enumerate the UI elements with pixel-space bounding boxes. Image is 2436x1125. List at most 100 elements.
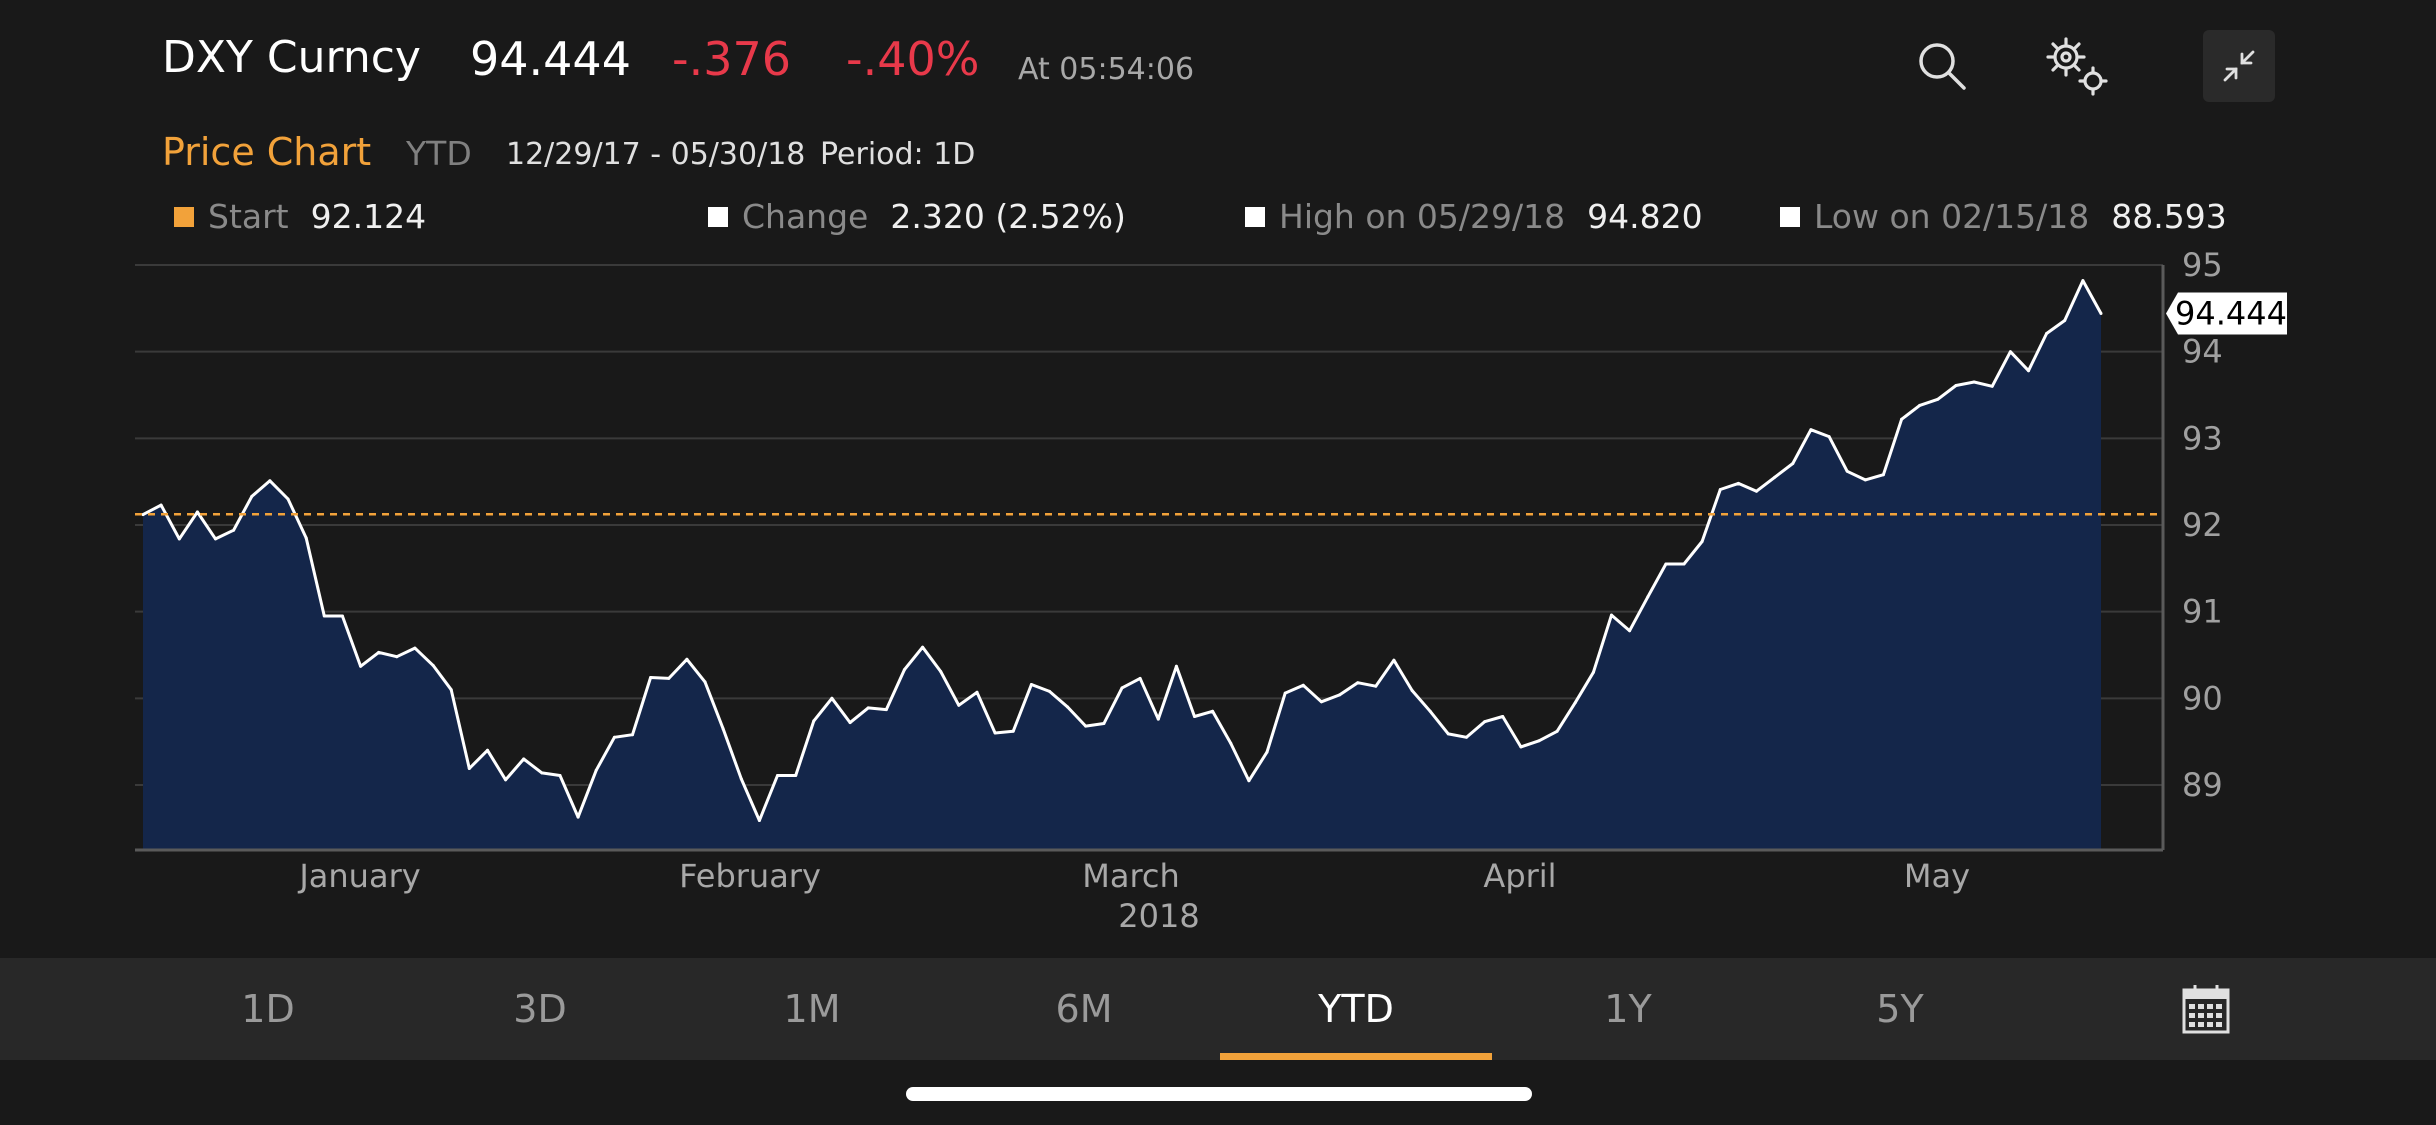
data-point <box>649 676 653 679</box>
data-point <box>739 777 743 781</box>
data-point <box>1646 595 1650 599</box>
data-point <box>1918 403 1922 407</box>
data-point <box>322 614 326 618</box>
data-point <box>1610 613 1613 617</box>
data-point <box>268 479 272 483</box>
data-point <box>1936 397 1940 401</box>
data-point <box>1990 384 1994 388</box>
price-chart[interactable]: 89 90 91 92 93 94 95 January February March April M… <box>0 0 2436 950</box>
period-tab-bar: 1D 3D 1M 6M YTD 1Y 5Y <box>0 958 2436 1060</box>
low-swatch <box>1780 206 1800 227</box>
data-point <box>286 497 290 501</box>
price-change: -.376 <box>672 32 792 86</box>
y-tick-label: 94 <box>2182 333 2223 371</box>
settings-button[interactable] <box>2036 30 2116 102</box>
y-tick-label: 92 <box>2182 506 2223 544</box>
data-point <box>1591 670 1595 674</box>
data-point <box>1029 683 1033 686</box>
data-point <box>866 706 870 710</box>
stat-low: Low on 02/15/18 88.593 <box>1780 197 2227 236</box>
data-point <box>975 690 979 694</box>
stat-start: Start 92.124 <box>174 197 426 236</box>
data-point <box>1120 686 1124 690</box>
data-point <box>1954 384 1958 387</box>
minimize-button[interactable] <box>2203 30 2275 102</box>
data-point <box>1011 729 1015 733</box>
data-point <box>2045 332 2049 335</box>
search-button[interactable] <box>1906 30 1978 102</box>
data-point <box>1193 715 1196 718</box>
y-tick-label: 91 <box>2182 593 2223 631</box>
data-point <box>921 645 925 649</box>
data-point <box>1501 715 1505 718</box>
data-point <box>1537 739 1541 743</box>
data-point <box>2008 350 2012 354</box>
data-point <box>1319 700 1323 704</box>
data-point <box>1338 693 1342 697</box>
data-point <box>848 721 852 725</box>
data-point <box>1863 478 1867 482</box>
data-point <box>159 503 163 507</box>
tab-5y[interactable]: 5Y <box>1876 987 1924 1031</box>
x-tick-label: April <box>1483 857 1556 895</box>
data-point <box>1283 691 1287 695</box>
data-point <box>1211 709 1215 713</box>
data-point <box>1410 689 1414 692</box>
data-point <box>939 670 943 673</box>
stat-value: 92.124 <box>310 197 427 236</box>
data-point <box>522 757 526 761</box>
data-point <box>413 646 417 650</box>
stat-value: 2.320 (2.52%) <box>890 197 1126 236</box>
data-point <box>1247 779 1251 783</box>
chart-title: Price Chart <box>162 130 372 174</box>
data-point <box>667 676 671 680</box>
tab-1d[interactable]: 1D <box>241 987 295 1031</box>
home-indicator[interactable] <box>906 1087 1532 1101</box>
data-point <box>2027 369 2030 373</box>
last-value-label: 94.444 <box>2175 295 2287 333</box>
stat-value: 94.820 <box>1587 197 1703 236</box>
start-swatch <box>174 206 194 227</box>
data-point <box>757 819 761 822</box>
tab-1m[interactable]: 1M <box>783 987 841 1031</box>
stat-label: Start <box>208 197 289 236</box>
data-point <box>1066 705 1070 709</box>
data-point <box>1827 435 1831 439</box>
tab-3d[interactable]: 3D <box>513 987 567 1031</box>
data-point <box>377 650 381 654</box>
data-point <box>304 536 308 540</box>
change-swatch <box>708 206 728 227</box>
x-tick-label: February <box>679 857 821 895</box>
data-point <box>1156 717 1160 721</box>
data-point <box>1972 380 1976 384</box>
data-point <box>576 815 580 819</box>
data-point <box>395 655 399 659</box>
data-point <box>359 664 363 668</box>
y-tick-label: 93 <box>2182 419 2223 457</box>
data-point <box>1628 629 1632 633</box>
data-point <box>993 731 997 735</box>
date-range: 12/29/17 - 05/30/18 <box>506 137 806 172</box>
data-point <box>2063 319 2067 322</box>
gears-icon <box>2046 37 2108 96</box>
data-point <box>812 719 816 723</box>
tab-6m[interactable]: 6M <box>1055 987 1113 1031</box>
ticker-symbol: DXY Curncy <box>162 32 421 83</box>
data-point <box>340 614 344 618</box>
data-point <box>1845 469 1849 473</box>
data-point <box>703 680 707 684</box>
data-point <box>540 771 544 775</box>
calendar-button[interactable] <box>2136 958 2276 1060</box>
tab-1y[interactable]: 1Y <box>1604 987 1652 1031</box>
data-point <box>1573 701 1577 705</box>
data-point <box>1682 562 1686 566</box>
data-point <box>214 537 217 541</box>
data-point <box>1048 689 1051 693</box>
data-point <box>1809 428 1813 432</box>
tab-ytd[interactable]: YTD <box>1220 958 1492 1060</box>
data-point <box>902 668 906 672</box>
stat-high: High on 05/29/18 94.820 <box>1245 197 1703 236</box>
stat-label: High on 05/29/18 <box>1279 197 1566 236</box>
stat-label: Change <box>742 197 869 236</box>
data-point <box>449 688 453 692</box>
